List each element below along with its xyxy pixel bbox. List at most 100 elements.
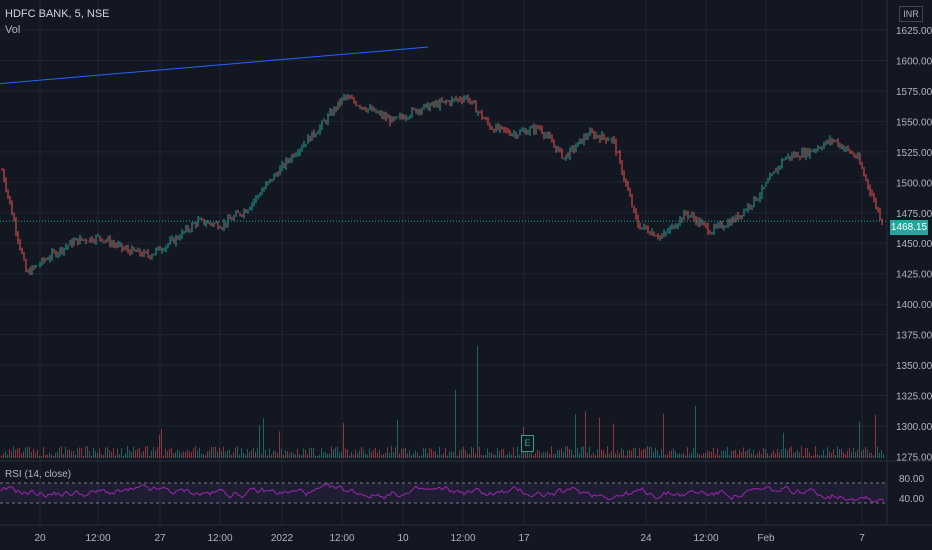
volume-bar <box>39 455 40 458</box>
volume-bar <box>635 447 636 458</box>
rsi-band <box>0 483 887 503</box>
volume-bar <box>237 446 238 458</box>
volume-bar <box>537 449 538 458</box>
volume-bar <box>469 453 470 458</box>
volume-bar <box>531 450 532 458</box>
volume-bar <box>457 455 458 458</box>
price-tick-label: 1350.00 <box>896 361 932 372</box>
volume-bar <box>731 450 732 458</box>
rsi-legend[interactable]: RSI (14, close) <box>5 469 72 480</box>
volume-bar <box>253 447 254 458</box>
volume-bar <box>479 447 480 458</box>
earnings-icon[interactable]: E <box>521 435 534 452</box>
volume-bar <box>131 452 132 458</box>
volume-bar <box>169 448 170 458</box>
volume-bar <box>329 453 330 458</box>
volume-bar <box>597 449 598 458</box>
volume-bar <box>427 453 428 458</box>
volume-bar <box>313 448 314 458</box>
volume-bar <box>93 447 94 458</box>
volume-bar <box>79 447 80 458</box>
volume-legend[interactable]: Vol <box>5 24 21 36</box>
volume-bar <box>283 454 284 458</box>
symbol-legend[interactable]: HDFC BANK, 5, NSE <box>5 8 110 20</box>
volume-bar <box>353 454 354 458</box>
volume-bar <box>743 447 744 458</box>
volume-bar <box>137 448 138 458</box>
volume-bar <box>475 453 476 458</box>
volume-bar <box>19 447 20 458</box>
volume-bar <box>873 455 874 458</box>
volume-bar <box>699 454 700 458</box>
volume-bar <box>485 454 486 458</box>
volume-bar <box>311 447 312 458</box>
price-tick-label: 1625.00 <box>896 26 932 37</box>
volume-bar <box>285 450 286 458</box>
volume-bar <box>527 447 528 458</box>
volume-bar <box>777 448 778 458</box>
volume-bar <box>581 446 582 458</box>
volume-bar <box>207 451 208 458</box>
volume-bar <box>799 452 800 458</box>
volume-bar <box>415 450 416 458</box>
volume-bar <box>601 449 602 458</box>
volume-bar <box>639 448 640 458</box>
volume-bar <box>619 453 620 458</box>
volume-bar <box>59 447 60 458</box>
volume-bar <box>633 447 634 458</box>
volume-bar <box>395 447 396 458</box>
volume-bar <box>661 448 662 458</box>
volume-bar <box>413 453 414 458</box>
volume-bar <box>203 454 204 458</box>
volume-bar <box>663 413 664 458</box>
volume-bar <box>205 454 206 458</box>
volume-bar <box>673 448 674 458</box>
volume-bar <box>525 446 526 458</box>
volume-bar <box>751 453 752 458</box>
currency-label[interactable]: INR <box>899 6 923 22</box>
volume-bar <box>843 452 844 458</box>
volume-bar <box>213 447 214 458</box>
volume-bar <box>331 446 332 458</box>
volume-bar <box>697 452 698 458</box>
volume-bar <box>455 390 456 458</box>
volume-bar <box>55 453 56 458</box>
volume-bar <box>745 451 746 458</box>
volume-bar <box>249 452 250 458</box>
volume-bar <box>535 453 536 458</box>
volume-bar <box>869 452 870 458</box>
volume-bar <box>657 450 658 458</box>
volume-bar <box>773 450 774 458</box>
volume-bar <box>591 455 592 458</box>
volume-bar <box>255 451 256 458</box>
time-tick-label: 20 <box>34 533 46 544</box>
volume-bar <box>599 417 600 458</box>
volume-bar <box>771 452 772 458</box>
volume-bar <box>445 447 446 458</box>
volume-bar <box>223 446 224 458</box>
volume-bar <box>45 454 46 458</box>
price-tick-label: 1550.00 <box>896 117 932 128</box>
volume-bar <box>435 451 436 458</box>
volume-bar <box>21 453 22 458</box>
volume-bar <box>849 448 850 458</box>
volume-bar <box>359 450 360 458</box>
volume-bar <box>31 452 32 458</box>
volume-bar <box>267 455 268 458</box>
volume-bar <box>693 448 694 458</box>
volume-bar <box>167 451 168 458</box>
volume-bar <box>235 447 236 458</box>
volume-bar <box>691 452 692 458</box>
volume-bar <box>461 449 462 458</box>
volume-bar <box>97 452 98 458</box>
volume-bar <box>63 454 64 458</box>
volume-bar <box>867 449 868 458</box>
volume-bar <box>585 411 586 458</box>
volume-bar <box>707 450 708 458</box>
volume-bar <box>845 454 846 458</box>
volume-bar <box>393 452 394 458</box>
volume-bar <box>473 447 474 458</box>
volume-bar <box>183 451 184 458</box>
